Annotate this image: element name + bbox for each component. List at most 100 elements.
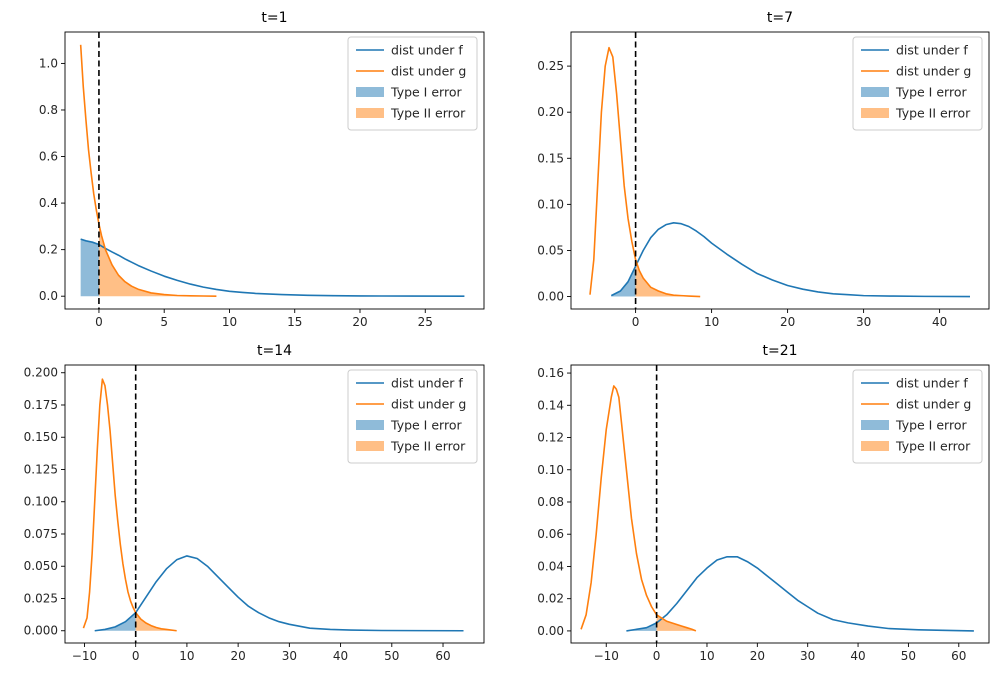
dist-under-f-line: [626, 555, 974, 632]
y-tick-label: 0.8: [39, 103, 58, 117]
y-tick-label: 0.20: [537, 105, 564, 119]
legend-entry-label: Type II error: [895, 439, 971, 454]
subplot-3: −10 0 10 20 30 40 50 60 0.000 0.025 0.050 0.075 0.10…: [24, 343, 485, 663]
plot-area: [580, 385, 974, 632]
axes-frame: [570, 364, 990, 644]
y-tick-label: 0.06: [537, 527, 564, 541]
y-tick-label: 0.200: [24, 366, 58, 380]
x-tick-label: 40: [850, 649, 865, 663]
x-tick-label: 5: [160, 315, 168, 329]
y-tick-label: 0.4: [39, 196, 58, 210]
legend-entry-label: Type II error: [895, 106, 971, 121]
y-tick-label: 0.00: [537, 624, 564, 638]
y-tick-label: 0.14: [537, 398, 564, 412]
legend-box: [852, 36, 983, 131]
dist-under-f-line: [610, 222, 971, 298]
legend-entry-label: Type II error: [390, 106, 466, 121]
legend-box: [347, 36, 478, 131]
legend-patch-swatch: [356, 441, 384, 451]
y-tick-label: 0.10: [537, 463, 564, 477]
y-tick-label: 0.05: [537, 243, 564, 257]
x-tick-label: 0: [132, 649, 140, 663]
x-tick-label: 10: [179, 649, 194, 663]
legend-entry-label: dist under f: [896, 43, 968, 58]
axes-frame: [64, 31, 485, 310]
legend-entry-label: Type II error: [390, 439, 466, 454]
legend-patch-swatch: [356, 87, 384, 97]
subplot-title: t=1: [261, 10, 287, 26]
dist-under-g-line: [580, 385, 697, 632]
x-tick-label: 20: [750, 649, 765, 663]
y-tick-label: 0.050: [24, 559, 58, 573]
legend-patch-swatch: [861, 108, 889, 118]
x-tick-label: 40: [333, 649, 348, 663]
legend-entry-label: Type I error: [895, 85, 967, 100]
type-i-error-area: [94, 612, 136, 631]
axes-frame: [570, 31, 990, 310]
x-tick-label: 25: [418, 315, 433, 329]
y-tick-label: 0.175: [24, 398, 58, 412]
x-tick-label: 30: [800, 649, 815, 663]
y-tick-label: 0.150: [24, 430, 58, 444]
dist-under-f-line: [80, 238, 465, 297]
x-tick-label: 60: [951, 649, 966, 663]
y-tick-label: 0.02: [537, 592, 564, 606]
plot-area: [79, 44, 465, 297]
legend-entry-label: dist under g: [896, 397, 971, 412]
type-i-error-area: [611, 266, 636, 297]
y-tick-label: 0.075: [24, 527, 58, 541]
type-ii-error-area: [635, 259, 701, 297]
type-ii-error-area: [135, 612, 177, 631]
legend-entry-label: Type I error: [895, 418, 967, 433]
legend-entry-label: dist under f: [896, 376, 968, 391]
legend-patch-swatch: [356, 420, 384, 430]
legend-entry-label: dist under f: [391, 376, 463, 391]
y-tick-label: 0.25: [537, 59, 564, 73]
x-tick-label: 50: [384, 649, 399, 663]
y-tick-label: 0.125: [24, 462, 58, 476]
type-i-error-area: [80, 239, 99, 297]
y-tick-label: 0.00: [537, 290, 564, 304]
legend-patch-swatch: [861, 420, 889, 430]
type-ii-error-area: [656, 614, 696, 631]
y-tick-label: 0.15: [537, 151, 564, 165]
legend: dist under f dist under g Type I error Type…: [852, 369, 983, 464]
y-tick-label: 0.08: [537, 495, 564, 509]
y-tick-label: 1.0: [39, 56, 58, 70]
x-tick-label: 10: [699, 649, 714, 663]
legend-patch-swatch: [861, 441, 889, 451]
x-tick-label: 20: [352, 315, 367, 329]
legend: dist under f dist under g Type I error Type…: [852, 36, 983, 131]
x-tick-label: 0: [653, 649, 661, 663]
y-tick-label: 0.000: [24, 624, 58, 638]
legend-patch-swatch: [861, 87, 889, 97]
x-tick-label: 40: [932, 315, 947, 329]
y-tick-label: 0.04: [537, 559, 564, 573]
x-tick-label: 0: [632, 315, 640, 329]
x-tick-label: 10: [222, 315, 237, 329]
subplot-title: t=7: [767, 10, 793, 26]
plot-area: [82, 378, 464, 632]
x-tick-label: 20: [780, 315, 795, 329]
axes-frame: [64, 364, 485, 644]
y-tick-label: 0.0: [39, 289, 58, 303]
subplot-title: t=21: [762, 343, 797, 359]
x-tick-label: −10: [72, 649, 97, 663]
type-i-error-area: [626, 622, 657, 631]
subplot-2: 0 10 20 30 40 0.00 0.05 0.10 0.15 0.20 0.25 t=7 dist…: [537, 10, 990, 329]
dist-under-f-line: [94, 555, 464, 632]
legend-entry-label: dist under g: [391, 397, 466, 412]
legend-patch-swatch: [356, 108, 384, 118]
x-tick-label: 20: [230, 649, 245, 663]
x-tick-label: 50: [901, 649, 916, 663]
subplot-title: t=14: [257, 343, 292, 359]
dist-under-g-line: [79, 44, 217, 297]
x-tick-label: 30: [856, 315, 871, 329]
x-tick-label: 15: [287, 315, 302, 329]
y-tick-label: 0.16: [537, 366, 564, 380]
dist-under-g-line: [589, 46, 701, 298]
y-tick-label: 0.6: [39, 150, 58, 164]
subplot-4: −10 0 10 20 30 40 50 60 0.00 0.02 0.04 0.06 0.08 0.10…: [537, 343, 990, 663]
y-tick-label: 0.10: [537, 197, 564, 211]
